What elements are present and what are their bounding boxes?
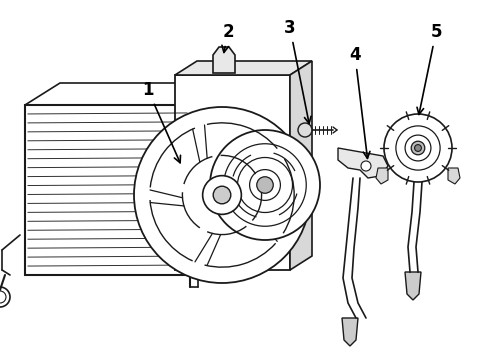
Circle shape — [361, 161, 371, 171]
Circle shape — [411, 141, 425, 155]
Circle shape — [134, 107, 310, 283]
Polygon shape — [448, 168, 460, 184]
Circle shape — [257, 177, 273, 193]
Text: 5: 5 — [417, 23, 442, 114]
Circle shape — [415, 145, 421, 152]
Circle shape — [213, 186, 231, 204]
Text: 3: 3 — [284, 19, 311, 123]
Text: 1: 1 — [142, 81, 180, 163]
Circle shape — [210, 130, 320, 240]
Polygon shape — [175, 61, 312, 75]
Polygon shape — [190, 83, 225, 275]
Circle shape — [203, 176, 242, 214]
Polygon shape — [342, 318, 358, 346]
Polygon shape — [405, 272, 421, 300]
Polygon shape — [338, 148, 388, 178]
Circle shape — [384, 114, 452, 182]
Text: 2: 2 — [222, 23, 234, 53]
Polygon shape — [376, 168, 388, 184]
Polygon shape — [213, 47, 235, 73]
Polygon shape — [290, 61, 312, 270]
Circle shape — [298, 123, 312, 137]
Text: 4: 4 — [349, 46, 370, 158]
Polygon shape — [175, 75, 290, 270]
